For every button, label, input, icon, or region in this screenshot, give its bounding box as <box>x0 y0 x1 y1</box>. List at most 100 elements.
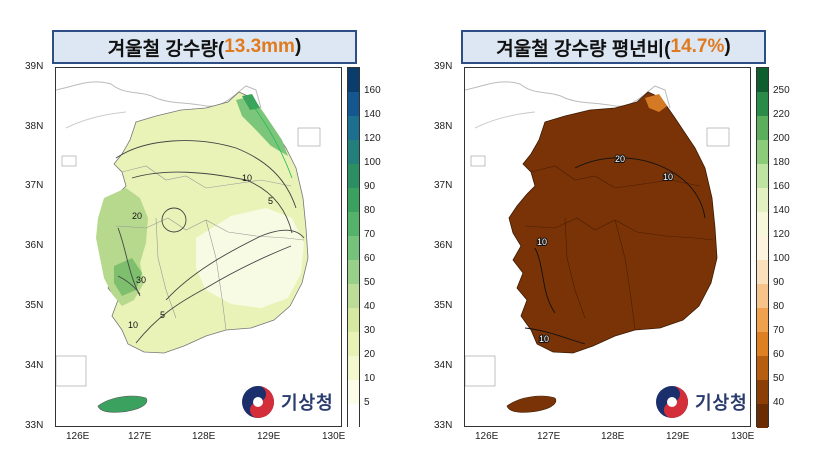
mainland-fill <box>508 91 718 354</box>
colorbar-cell <box>348 140 359 164</box>
colorbar-tick-label: 20 <box>364 349 376 360</box>
colorbar-cell <box>348 284 359 308</box>
contour-label: 5 <box>268 196 273 206</box>
colorbar-tick-label: 10 <box>364 373 376 384</box>
colorbar-cell <box>757 356 768 380</box>
colorbar-tick-label: 80 <box>773 301 785 312</box>
colorbar-cell <box>757 116 768 140</box>
colorbar-cell <box>348 92 359 116</box>
lat-label-38: 38N <box>25 121 44 132</box>
title-value: 13.3mm <box>224 36 295 57</box>
colorbar-tick-label: 50 <box>773 373 785 384</box>
colorbar-cell <box>348 212 359 236</box>
lon-label-127: 127E <box>128 431 152 442</box>
contour-label: 10 <box>663 172 673 182</box>
lat-label-35: 35N <box>25 300 44 311</box>
kma-emblem-icon <box>242 386 274 418</box>
panel-precipitation-ratio: 겨울철 강수량 평년비(14.7%) 39N 38N 37N 36N 35N 3… <box>409 0 818 465</box>
colorbar-cell <box>757 308 768 332</box>
map-svg: 20 10 10 10 <box>465 81 730 413</box>
lat-label-36: 36N <box>434 240 453 251</box>
colorbar-cell <box>757 164 768 188</box>
lat-label-33: 33N <box>434 420 453 431</box>
title-text: 겨울철 강수량( <box>107 38 225 60</box>
colorbar-tick-label: 40 <box>364 301 376 312</box>
title-close: ) <box>294 36 302 57</box>
lat-label-37: 37N <box>25 180 44 191</box>
colorbar-tick-label: 5 <box>364 397 370 408</box>
colorbar-cell <box>757 140 768 164</box>
colorbar-cell <box>757 332 768 356</box>
logo-text: 기상청 <box>695 393 748 413</box>
colorbar-cell <box>348 188 359 212</box>
lat-label-36: 36N <box>25 240 44 251</box>
lat-label-35: 35N <box>434 300 453 311</box>
kma-logo: 기상청 <box>654 384 748 420</box>
colorbar-tick-label: 80 <box>364 205 376 216</box>
colorbar-cell <box>348 332 359 356</box>
contour-label: 10 <box>242 173 252 183</box>
lon-label-126: 126E <box>475 431 499 442</box>
colorbar-tick-label: 140 <box>364 109 381 120</box>
colorbar-tick-label: 70 <box>364 229 376 240</box>
colorbar-cell <box>757 284 768 308</box>
colorbar-tick-label: 140 <box>773 205 790 216</box>
colorbar-tick-label: 160 <box>364 85 381 96</box>
lat-label-39: 39N <box>25 61 44 72</box>
lat-label-33: 33N <box>25 420 44 431</box>
lon-label-127: 127E <box>537 431 561 442</box>
colorbar-cell <box>757 236 768 260</box>
colorbar-tick-label: 60 <box>364 253 376 264</box>
colorbar-tick-label: 120 <box>364 133 381 144</box>
colorbar-cell <box>757 260 768 284</box>
contour-label: 30 <box>136 275 146 285</box>
colorbar-tick-label: 90 <box>773 277 785 288</box>
kma-logo: 기상청 <box>240 384 334 420</box>
map-svg: 10 5 20 30 5 10 <box>56 81 321 413</box>
colorbar-tick-label: 50 <box>364 277 376 288</box>
logo-text: 기상청 <box>281 393 334 413</box>
lat-label-39: 39N <box>434 61 453 72</box>
colorbar-cell <box>348 116 359 140</box>
colorbar-cell <box>757 212 768 236</box>
colorbar-cell <box>348 356 359 380</box>
title-value: 14.7% <box>670 36 725 57</box>
lon-label-129: 129E <box>666 431 690 442</box>
colorbar-cell <box>348 68 359 92</box>
colorbar-tick-label: 220 <box>773 109 790 120</box>
colorbar-cell <box>757 188 768 212</box>
map-title: 겨울철 강수량(13.3mm) <box>52 30 357 64</box>
kma-emblem-icon <box>656 386 688 418</box>
colorbar-tick-label: 40 <box>773 397 785 408</box>
colorbar-cell <box>348 236 359 260</box>
colorbar-tick-label: 180 <box>773 157 790 168</box>
colorbar-cell <box>757 92 768 116</box>
map-title: 겨울철 강수량 평년비(14.7%) <box>461 30 766 64</box>
colorbar-cell <box>348 164 359 188</box>
precipitation-ratio-map: 20 10 10 10 <box>464 67 751 427</box>
title-close: ) <box>724 36 731 57</box>
colorbar-cell <box>348 260 359 284</box>
colorbar-tick-label: 120 <box>773 229 790 240</box>
precipitation-map: 10 5 20 30 5 10 <box>55 67 342 427</box>
contour-label: 10 <box>537 237 547 247</box>
colorbar-tick-label: 250 <box>773 85 790 96</box>
lat-label-34: 34N <box>434 360 453 371</box>
colorbar-cell <box>348 308 359 332</box>
colorbar-tick-label: 100 <box>773 253 790 264</box>
contour-label: 10 <box>128 320 138 330</box>
lat-label-38: 38N <box>434 121 453 132</box>
colorbar-tick-label: 70 <box>773 325 785 336</box>
colorbar-cell <box>348 404 359 428</box>
lon-label-130: 130E <box>322 431 346 442</box>
lat-label-34: 34N <box>25 360 44 371</box>
colorbar-cell <box>757 404 768 428</box>
contour-label: 20 <box>615 154 625 164</box>
lon-label-128: 128E <box>601 431 625 442</box>
lon-label-130: 130E <box>731 431 755 442</box>
colorbar-cell <box>757 380 768 404</box>
colorbar-tick-label: 160 <box>773 181 790 192</box>
colorbar <box>347 67 360 428</box>
lon-label-128: 128E <box>192 431 216 442</box>
colorbar-tick-label: 30 <box>364 325 376 336</box>
